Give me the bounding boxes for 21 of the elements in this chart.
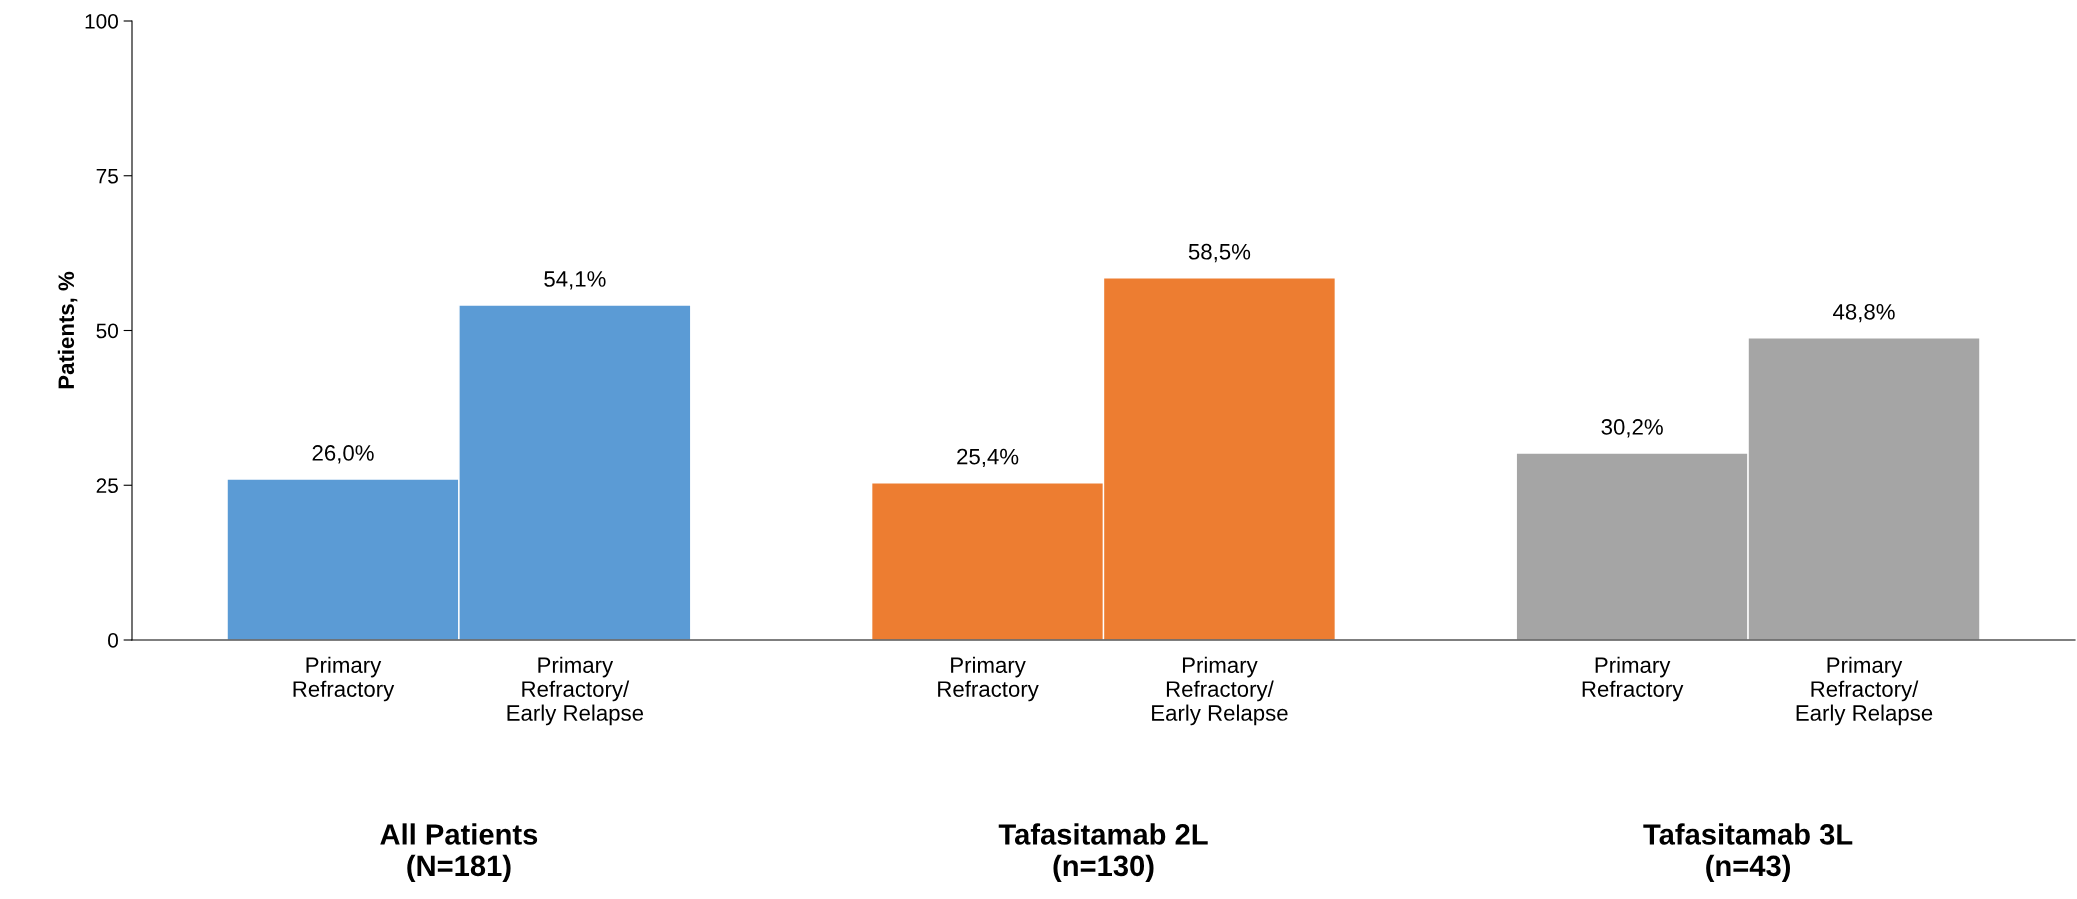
- data-label: 30,2%: [1601, 419, 1663, 438]
- y-tick-label: 75: [96, 168, 118, 184]
- data-label: 48,8%: [1833, 303, 1895, 323]
- y-tick-label: 50: [96, 323, 118, 339]
- data-label: 26,0%: [312, 445, 374, 464]
- x-tick-label: Primary Refractory/ Early Relapse: [1796, 656, 1933, 726]
- data-label: 25,4%: [957, 448, 1019, 468]
- x-tick-label: Primary Refractory/ Early Relapse: [1152, 656, 1288, 726]
- text: Tafasitamab 2L (n=130): [998, 823, 1208, 882]
- y-tick-label: 0: [108, 633, 118, 648]
- x-tick-label: Primary Refractory: [1582, 656, 1684, 702]
- x-tick-label: Primary Refractory/ Early Relapse: [507, 656, 644, 726]
- y-tick-label: 25: [96, 478, 118, 493]
- text: All Patients (N=181): [380, 823, 538, 882]
- y-axis-title: Patients, %: [57, 271, 78, 389]
- x-tick-label: Primary Refractory: [293, 656, 395, 702]
- x-tick-label: Primary Refractory: [938, 656, 1039, 702]
- data-label: 54,1%: [544, 271, 606, 290]
- text: Tafasitamab 3L (n=43): [1643, 823, 1853, 882]
- y-tick-label: 100: [85, 14, 118, 29]
- data-label: 58,5%: [1188, 243, 1251, 263]
